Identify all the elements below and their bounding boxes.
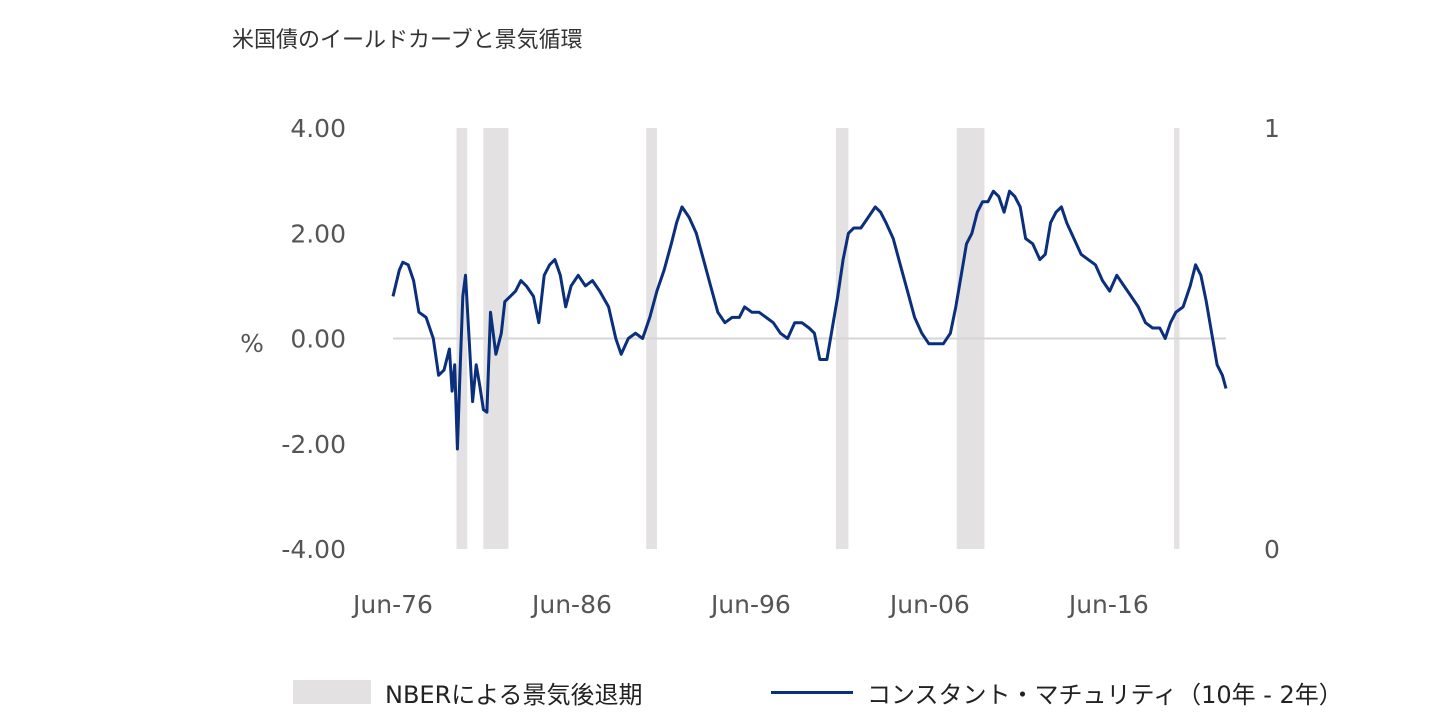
series-line-10y-2y [391, 189, 1228, 451]
x-tick-label-2: Jun-86 [530, 590, 612, 619]
chart-title: 米国債のイールドカーブと景気循環 [232, 28, 583, 53]
x-tick-label-5: Jun-16 [1067, 590, 1149, 619]
legend-recession-label: NBERによる景気後退期 [385, 680, 643, 709]
legend-series: コンスタント・マチュリティ（10年 - 2年） [771, 672, 1343, 712]
y-tick-label-5: -4.00 [281, 535, 346, 564]
legend-series-label: コンスタント・マチュリティ（10年 - 2年） [867, 680, 1343, 709]
x-tick-label-4: Jun-06 [888, 590, 970, 619]
y-axis-label: % [240, 329, 264, 358]
y-tick-label-1: 4.00 [290, 114, 346, 143]
y2-tick-label-1: 1 [1264, 114, 1280, 143]
x-tick-label-3: Jun-96 [709, 590, 791, 619]
y2-tick-label-2: 0 [1264, 535, 1280, 564]
y-axis-ticks: 4.00 2.00 0.00 -2.00 -4.00 [281, 114, 346, 564]
x-tick-label-1: Jun-76 [351, 590, 433, 619]
y-tick-label-3: 0.00 [290, 325, 346, 354]
y2-axis-ticks: 10 [1264, 114, 1280, 564]
y-tick-label-2: 2.00 [290, 219, 346, 248]
x-axis-ticks: Jun-76 Jun-86 Jun-96 Jun-06 Jun-16 [351, 590, 1149, 619]
legend-series-swatch [771, 690, 853, 694]
legend-recession-swatch [293, 680, 371, 704]
y-tick-label-4: -2.00 [281, 430, 346, 459]
legend-recession: NBERによる景気後退期 [293, 672, 643, 712]
